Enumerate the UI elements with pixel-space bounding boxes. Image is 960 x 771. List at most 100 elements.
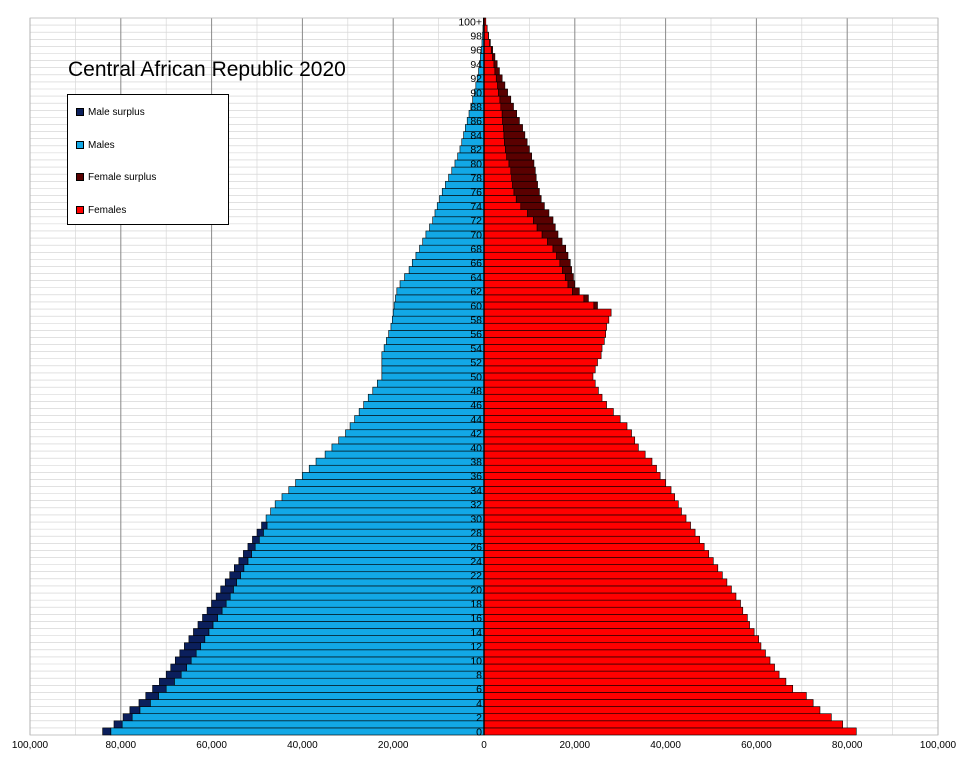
male-surplus-bar	[238, 557, 249, 565]
female-bar	[483, 663, 775, 672]
female-surplus-bar	[503, 124, 523, 132]
female-surplus-bar	[562, 266, 572, 274]
age-label: 58	[470, 315, 482, 327]
age-label: 48	[470, 385, 482, 397]
female-bar	[483, 528, 696, 537]
female-bar	[483, 578, 728, 587]
male-bar	[274, 500, 485, 509]
age-label: 82	[470, 144, 482, 156]
female-surplus-bar	[512, 180, 538, 189]
age-label: 46	[470, 400, 482, 412]
female-surplus-bar	[536, 223, 556, 232]
female-bar	[483, 365, 596, 374]
male-surplus-bar	[188, 635, 206, 644]
female-surplus-bar	[505, 145, 530, 154]
female-bar	[483, 117, 503, 125]
female-bar	[483, 145, 506, 154]
female-bar	[483, 557, 714, 565]
male-surplus-bar	[197, 621, 214, 629]
legend-label-males: Males	[88, 139, 115, 151]
age-label: 4	[476, 698, 482, 710]
female-bar	[483, 166, 512, 175]
age-label: 74	[470, 201, 482, 213]
female-bar	[483, 195, 517, 203]
female-bar	[483, 628, 755, 636]
female-surplus-bar	[541, 230, 559, 239]
age-label: 30	[470, 513, 482, 525]
male-bar	[349, 422, 485, 431]
male-bar	[377, 379, 485, 388]
male-surplus-bar	[113, 720, 123, 729]
age-label: 96	[470, 45, 482, 57]
x-tick-label: 20,000	[560, 740, 591, 751]
female-bar	[483, 429, 632, 438]
female-bar	[483, 635, 759, 644]
age-label: 66	[470, 258, 482, 270]
female-surplus-bar	[504, 138, 528, 147]
age-label: 54	[470, 343, 482, 355]
female-bar	[483, 216, 534, 225]
female-bar	[483, 408, 614, 416]
male-bar	[345, 429, 485, 438]
female-bar	[483, 720, 843, 729]
legend-item-males: Males	[76, 138, 115, 152]
age-label: 28	[470, 527, 482, 539]
age-label: 72	[470, 215, 482, 227]
male-bar	[263, 528, 485, 537]
female-bar	[483, 642, 762, 651]
age-label: 68	[470, 244, 482, 256]
male-bar	[208, 628, 485, 636]
age-label: 62	[470, 286, 482, 298]
female-bar	[483, 202, 522, 210]
male-surplus-bar	[193, 628, 210, 636]
x-tick-label: 80,000	[106, 740, 137, 751]
female-bar	[483, 244, 554, 253]
female-bar	[483, 152, 508, 161]
female-bar	[483, 109, 503, 118]
female-bar	[483, 308, 612, 317]
female-bar	[483, 585, 732, 594]
age-label: 18	[470, 598, 482, 610]
female-bar	[483, 614, 748, 622]
age-label: 6	[476, 684, 482, 696]
male-surplus-bar	[122, 713, 133, 722]
age-label: 88	[470, 102, 482, 114]
age-label: 84	[470, 130, 482, 142]
female-surplus-bar	[556, 251, 569, 260]
male-bar	[233, 585, 485, 594]
female-bar	[483, 436, 636, 445]
female-bar	[483, 521, 691, 530]
female-bar	[483, 699, 814, 707]
female-surplus-bar	[567, 280, 576, 289]
male-surplus-bar	[159, 677, 175, 686]
female-bar	[483, 337, 605, 345]
age-label: 16	[470, 613, 482, 625]
age-label: 52	[470, 357, 482, 369]
female-bar	[483, 209, 528, 218]
male-surplus-bar	[174, 656, 192, 665]
female-bar	[483, 301, 595, 310]
female-surplus-bar	[572, 287, 580, 296]
female-surplus-bar	[510, 166, 536, 175]
female-surplus-bar	[511, 173, 537, 182]
female-bar	[483, 713, 832, 722]
male-bar	[204, 635, 485, 644]
female-bar	[483, 543, 705, 551]
male-bar	[243, 564, 485, 573]
female-bar	[483, 450, 646, 459]
female-surplus-bar	[520, 202, 545, 210]
x-tick-label: 60,000	[741, 740, 772, 751]
age-label: 80	[470, 158, 482, 170]
legend-label-females: Females	[88, 204, 127, 216]
age-label: 76	[470, 187, 482, 199]
age-label: 44	[470, 414, 482, 426]
male-surplus-bar	[179, 649, 197, 658]
female-bar	[483, 606, 744, 615]
age-label: 92	[470, 73, 482, 85]
female-bar	[483, 401, 607, 409]
male-bar	[258, 535, 485, 544]
female-surplus-bar	[495, 74, 503, 83]
female-surplus-bar	[552, 244, 567, 253]
legend-item-female-surplus: Female surplus	[76, 170, 156, 184]
male-bar	[110, 727, 485, 736]
